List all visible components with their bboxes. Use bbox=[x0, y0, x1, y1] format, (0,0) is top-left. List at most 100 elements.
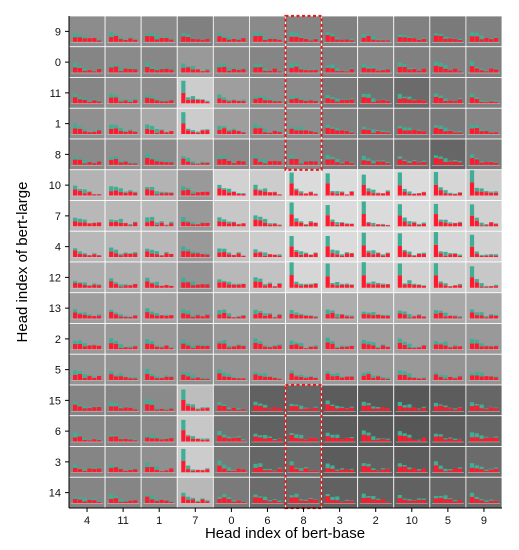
heatmap-cell bbox=[429, 415, 467, 447]
mini-bar-red bbox=[421, 192, 426, 196]
mini-bar-teal bbox=[154, 98, 159, 101]
heatmap-cell bbox=[285, 292, 322, 324]
mini-bar-teal bbox=[325, 65, 330, 68]
heatmap-cell bbox=[104, 261, 142, 294]
mini-bar-teal bbox=[479, 222, 484, 226]
mini-bar-red bbox=[186, 436, 191, 442]
mini-bar-teal bbox=[308, 346, 313, 347]
mini-bar-red bbox=[181, 190, 186, 196]
mini-bar-red bbox=[479, 39, 484, 42]
mini-bar-red bbox=[344, 437, 349, 442]
mini-bar-red bbox=[164, 376, 169, 380]
mini-bar-teal bbox=[330, 341, 335, 344]
mini-bar-red bbox=[128, 407, 133, 411]
mini-bar-red bbox=[303, 70, 309, 73]
mini-bar-teal bbox=[222, 188, 227, 190]
mini-bar-red bbox=[397, 98, 402, 104]
mini-bar-teal bbox=[159, 68, 164, 70]
mini-bar-red bbox=[87, 345, 92, 350]
mini-bar-red bbox=[474, 68, 479, 73]
mini-bar-teal bbox=[222, 493, 227, 498]
mini-bar-teal bbox=[457, 406, 463, 408]
mini-bar-teal bbox=[277, 378, 282, 379]
mini-bar-teal bbox=[267, 37, 273, 39]
mini-bar-red bbox=[479, 225, 484, 227]
mini-bar-red bbox=[109, 128, 114, 134]
mini-bar-red bbox=[133, 409, 138, 411]
mini-bar-teal bbox=[149, 435, 155, 439]
mini-bar-red bbox=[453, 68, 458, 73]
mini-bar-red bbox=[421, 345, 426, 350]
heatmap-cell bbox=[429, 169, 467, 201]
heatmap-cell bbox=[249, 292, 286, 324]
mini-bar-red bbox=[421, 499, 426, 503]
mini-bar-red bbox=[118, 222, 123, 227]
mini-bar-red bbox=[433, 157, 439, 165]
mini-bar-teal bbox=[366, 403, 371, 406]
mini-bar-red bbox=[361, 275, 366, 288]
mini-bar-teal bbox=[402, 127, 407, 131]
mini-bar-red bbox=[231, 317, 236, 319]
mini-bar-red bbox=[169, 315, 174, 319]
mini-bar-red bbox=[154, 100, 159, 104]
mini-bar-red bbox=[118, 439, 123, 442]
mini-bar-red bbox=[479, 191, 484, 196]
mini-bar-red bbox=[479, 70, 484, 73]
mini-bar-red bbox=[277, 194, 282, 196]
mini-bar-red bbox=[253, 189, 258, 196]
mini-bar-red bbox=[97, 130, 102, 134]
mini-bar-red bbox=[149, 283, 155, 288]
mini-bar-teal bbox=[443, 495, 448, 500]
mini-bar-teal bbox=[349, 131, 354, 133]
mini-bar-teal bbox=[299, 251, 304, 255]
mini-bar-red bbox=[258, 128, 263, 134]
mini-bar-teal bbox=[397, 126, 402, 129]
mini-bar-red bbox=[236, 193, 241, 196]
heatmap-cell bbox=[212, 261, 250, 294]
mini-bar-red bbox=[241, 193, 246, 196]
x-tick-label: 5 bbox=[445, 515, 451, 527]
mini-bar-teal bbox=[258, 216, 263, 221]
mini-bar-red bbox=[195, 501, 200, 503]
mini-bar-teal bbox=[217, 248, 222, 253]
mini-bar-teal bbox=[349, 437, 354, 439]
mini-bar-red bbox=[226, 470, 232, 473]
mini-bar-red bbox=[258, 312, 263, 319]
mini-bar-teal bbox=[123, 252, 128, 254]
heatmap-cell bbox=[140, 46, 178, 78]
mini-bar-red bbox=[231, 100, 236, 104]
mini-bar-teal bbox=[299, 374, 304, 377]
heatmap-cell bbox=[68, 230, 106, 263]
mini-bar-teal bbox=[443, 283, 448, 286]
mini-bar-teal bbox=[118, 437, 123, 440]
mini-bar-teal bbox=[469, 125, 475, 129]
mini-bar-teal bbox=[73, 309, 78, 313]
mini-bar-teal bbox=[258, 373, 263, 376]
mini-bar-red bbox=[361, 160, 366, 165]
mini-bar-teal bbox=[457, 221, 463, 223]
mini-bar-red bbox=[82, 222, 87, 227]
mini-bar-red bbox=[181, 343, 186, 350]
mini-bar-red bbox=[380, 40, 386, 42]
mini-bar-red bbox=[113, 190, 119, 196]
mini-bar-red bbox=[308, 284, 313, 288]
mini-bar-red bbox=[385, 40, 390, 42]
mini-bar-red bbox=[433, 406, 439, 411]
heatmap-cell bbox=[176, 46, 214, 78]
mini-bar-red bbox=[474, 315, 479, 319]
mini-bar-teal bbox=[82, 98, 87, 100]
mini-bar-teal bbox=[272, 223, 277, 225]
mini-bar-teal bbox=[236, 315, 241, 317]
mini-bar-red bbox=[258, 343, 263, 350]
mini-bar-red bbox=[457, 468, 463, 473]
mini-bar-red bbox=[205, 439, 210, 442]
mini-bar-teal bbox=[402, 341, 407, 345]
heatmap-cell bbox=[212, 107, 250, 140]
mini-bar-teal bbox=[145, 124, 150, 129]
mini-bar-red bbox=[133, 284, 138, 288]
mini-bar-red bbox=[376, 253, 381, 257]
heatmap-cell bbox=[465, 353, 503, 386]
mini-bar-red bbox=[443, 407, 448, 411]
mini-bar-red bbox=[226, 376, 232, 380]
heatmap-cell bbox=[249, 200, 286, 232]
